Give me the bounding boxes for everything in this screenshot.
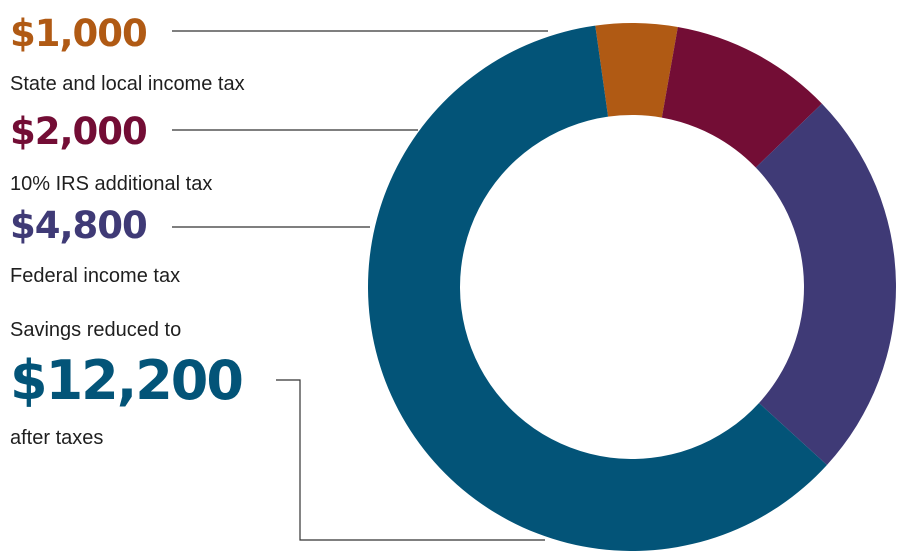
slice-state-local-tax [595, 23, 678, 118]
savings-amount: $12,200 [10, 349, 244, 412]
leader-line-savings [276, 379, 545, 541]
slice-savings [368, 25, 827, 552]
slice-irs-additional-tax [661, 27, 822, 168]
state-local-tax-amount: $1,000 [10, 12, 148, 55]
slice-federal-income-tax [755, 103, 897, 466]
irs-additional-tax-caption: 10% IRS additional tax [10, 173, 213, 195]
irs-additional-tax-amount: $2,000 [10, 110, 148, 153]
savings-prefix: Savings reduced to [10, 319, 182, 341]
federal-income-tax-amount: $4,800 [10, 204, 148, 247]
state-local-tax-caption: State and local income tax [10, 73, 245, 95]
federal-income-tax-caption: Federal income tax [10, 265, 181, 287]
savings-caption: after taxes [10, 427, 104, 449]
